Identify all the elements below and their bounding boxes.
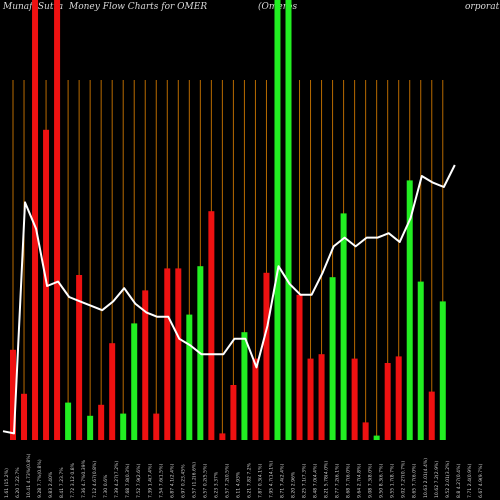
bars <box>10 0 446 441</box>
x-tick-label: 9.50 8.3(6.7%) <box>379 464 385 498</box>
x-tick-label: 7.30 0.6% <box>103 474 109 498</box>
x-tick-label: 6.21 7.82 7.2% <box>246 462 252 498</box>
bar-down <box>230 385 237 440</box>
x-tick-label: 8.25 7.1(7.3%) <box>302 464 308 498</box>
bar-down <box>175 268 182 440</box>
x-tick-label: 6.11 4.93% <box>235 471 241 498</box>
bar-down <box>395 356 402 440</box>
bar-down <box>98 404 105 440</box>
x-tick-label: 6.57 7.2(0.5%) <box>224 464 230 498</box>
bar-down <box>428 391 435 440</box>
x-tick-label: 7.71 2.4(0.9%) <box>467 464 473 498</box>
x-tick-label: 7.72 3.12 0.8% <box>70 462 76 498</box>
x-tick-labels: 1.61 (15.2%) 6.20 7.22.7% 10.41 4.73%(0.8%… <box>4 453 484 498</box>
bar-up <box>241 332 248 440</box>
bar-down <box>164 268 171 440</box>
bar-down <box>153 413 160 440</box>
x-tick-label: 6.97 0.23.45% <box>180 464 186 498</box>
bar-up <box>439 301 446 440</box>
trend-line <box>2 164 456 435</box>
x-tick-label: 6.87 4.1(2.4%) <box>169 464 175 498</box>
bar-down <box>263 272 270 440</box>
x-tick-label: 7.39 1.4(7.4%) <box>147 464 153 498</box>
x-tick-label: 6.57 0.2(5.5%) <box>202 464 208 498</box>
x-tick-label: 1.61 (15.2%) <box>4 468 10 498</box>
x-tick-label: 9.28 7.7%(0.8%) <box>37 459 43 498</box>
x-tick-label: 8.68 7.7(6.0%) <box>346 464 352 498</box>
x-tick-label: 7.39 4.27(7.2%) <box>114 461 120 498</box>
bar-up <box>120 413 127 440</box>
bar-up <box>329 277 336 440</box>
x-tick-label: 8.65 7.7(6.0%) <box>412 464 418 498</box>
x-tick-label: 7.12 4.67(0.8%) <box>92 461 98 498</box>
x-tick-label: 7.54 7.6(1.5%) <box>158 464 164 498</box>
bar-down <box>307 358 314 440</box>
x-tick-label: 8.21 5.78(4.0%) <box>324 461 330 498</box>
x-tick-label: 10.41 4.73%(0.8%) <box>26 453 32 498</box>
x-tick-label: 9.64 2.7(4.8%) <box>357 464 363 498</box>
x-tick-label: 6.23 3.37% <box>213 471 219 498</box>
x-tick-label: 6.20 7.22.7% <box>15 467 21 498</box>
bar-down <box>76 275 83 440</box>
x-tick-label: 9.52 2.01(3.2%) <box>445 461 451 498</box>
x-tick-label: 8.48 7.0(4.4%) <box>313 464 319 498</box>
bar-down <box>109 343 116 440</box>
bar-down <box>219 433 226 440</box>
x-tick-label: 7.36 4.7%0.39% <box>81 459 87 498</box>
x-tick-label: 9.83 2.40% <box>48 471 54 498</box>
bar-down <box>318 354 325 440</box>
x-tick-label: 9.08 7.3(8.0%) <box>368 464 374 498</box>
x-tick-label: 7.95 4.7(14.1%) <box>269 461 275 498</box>
bar-up <box>87 415 94 440</box>
bar-down <box>208 211 215 440</box>
bar-down <box>362 422 369 440</box>
bar-up <box>373 435 380 440</box>
bar-up <box>340 213 347 440</box>
x-tick-label: 8.41 7.23.7% <box>59 467 65 498</box>
x-tick-label: 7.87 0.3(4.1%) <box>258 464 264 498</box>
x-tick-label: 10.62 7.2(2.9%) <box>434 461 440 498</box>
x-tick-label: 7.68 7.8(0.3%) <box>125 464 131 498</box>
bar-up <box>274 0 281 440</box>
x-tick-label: 6.67 4.9(9.7%) <box>478 464 484 498</box>
x-tick-label: 8.20 2.96% <box>291 471 297 498</box>
chart-title: Money Flow Charts for OMER <box>69 2 208 12</box>
bar-up <box>65 402 72 440</box>
x-tick-label: 8.71 7.4(2.4%) <box>280 464 286 498</box>
bar-down <box>54 0 61 440</box>
bar-down <box>296 294 303 440</box>
bar-down <box>252 358 259 440</box>
x-tick-label: 10.63 2.01(4.4%) <box>423 458 429 498</box>
bar-up <box>131 323 138 440</box>
bar-down <box>10 349 16 440</box>
trend-line-layer <box>2 164 456 435</box>
x-tick-label: 9.55 1.7(8.7%) <box>390 464 396 498</box>
bar-down <box>21 393 28 440</box>
x-tick-label: 6.57 (1.2(6.6%) <box>191 462 197 498</box>
bar-up <box>285 0 292 440</box>
x-tick-label: 9.02 7.27(0.7%) <box>401 461 407 498</box>
company-name-suffix: orporat <box>465 2 500 12</box>
bar-up <box>417 281 424 440</box>
bar-down <box>351 358 358 440</box>
bar-down <box>384 363 391 440</box>
x-tick-label: 8.8 4.27(0.4%) <box>456 464 462 498</box>
x-tick-label: 7.52 7.9(2.6%) <box>136 464 142 498</box>
bar-down <box>32 0 39 440</box>
x-tick-label: 8.77 7.2(6.1%) <box>335 464 341 498</box>
bar-down <box>142 290 149 440</box>
bar-up <box>406 180 413 440</box>
bar-up <box>186 314 193 440</box>
